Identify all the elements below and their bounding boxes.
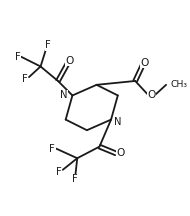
Text: N: N — [114, 116, 121, 127]
Text: F: F — [45, 40, 51, 50]
Text: O: O — [147, 91, 156, 100]
Text: F: F — [22, 74, 28, 84]
Text: O: O — [116, 148, 125, 158]
Text: F: F — [49, 144, 55, 154]
Text: F: F — [56, 167, 62, 177]
Text: N: N — [60, 91, 68, 100]
Text: F: F — [72, 175, 78, 184]
Text: F: F — [14, 52, 20, 62]
Text: O: O — [141, 58, 149, 68]
Text: CH₃: CH₃ — [171, 80, 188, 89]
Text: O: O — [65, 56, 74, 66]
